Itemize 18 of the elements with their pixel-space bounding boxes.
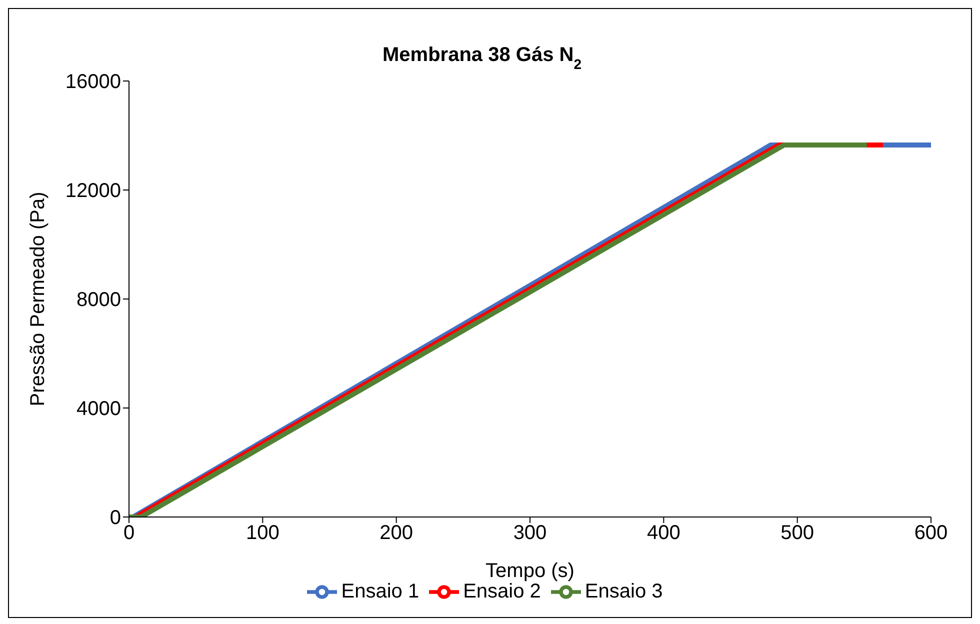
x-tick-label: 300 (513, 522, 547, 544)
chart-title: Membrana 38 Gás N$_{2}$ (382, 44, 582, 72)
y-tick-label: 0 (110, 507, 121, 530)
legend-label: Ensaio 1 (341, 580, 420, 602)
x-tick-label: 600 (914, 522, 948, 544)
y-tick-label: 8000 (76, 289, 121, 312)
x-tick-label: 200 (380, 522, 414, 544)
y-tick-label: 4000 (76, 398, 121, 420)
y-axis-title: Pressão Permeado (Pa) (27, 192, 50, 406)
x-axis-title: Tempo (s) (486, 560, 574, 582)
y-tick-label: 12000 (65, 180, 121, 202)
x-tick-label: 400 (646, 522, 680, 544)
legend-label: Ensaio 3 (584, 580, 663, 602)
x-tick-label: 0 (123, 522, 135, 544)
legend-label: Ensaio 2 (463, 580, 541, 602)
y-tick-label: 16000 (65, 71, 121, 94)
x-tick-label: 100 (246, 522, 280, 544)
x-tick-label: 500 (780, 522, 814, 544)
